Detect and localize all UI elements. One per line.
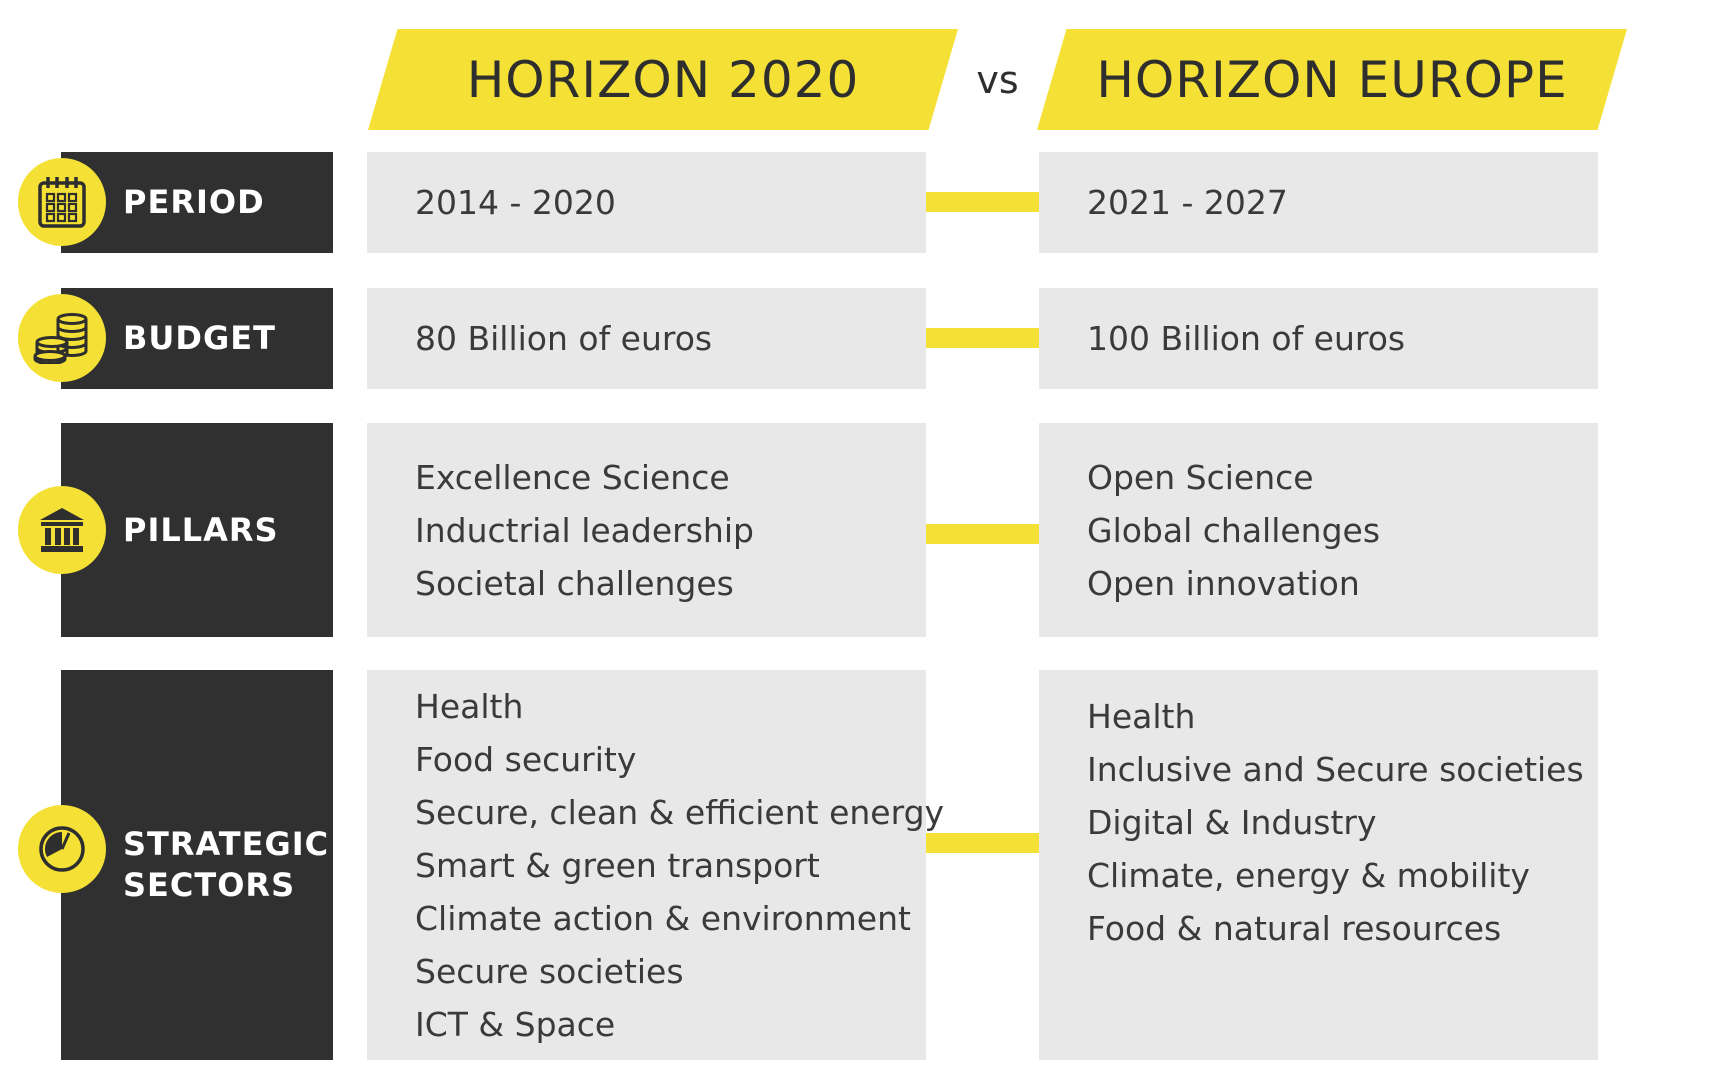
horizon-europe-sectors-cell: Health Inclusive and Secure societies Di… — [1039, 670, 1598, 1060]
cell-line: Secure societies — [415, 951, 684, 991]
row-label-pillars: PILLARS — [61, 423, 333, 637]
cell-line: Climate action & environment — [415, 898, 911, 938]
cell-line: Inclusive and Secure societies — [1087, 750, 1584, 789]
horizon-2020-budget-cell: 80 Billion of euros — [367, 288, 926, 389]
cell-line: ICT & Space — [415, 1004, 616, 1044]
cell-line: Health — [415, 686, 524, 726]
pillars-building-icon — [18, 486, 106, 574]
cell-line: Societal challenges — [415, 563, 734, 603]
horizon-europe-banner: HORIZON EUROPE — [1037, 29, 1627, 130]
cell-line: Secure, clean & efficient energy — [415, 792, 945, 832]
horizon-europe-period-cell: 2021 - 2027 — [1039, 152, 1598, 253]
row-connector — [926, 328, 1039, 348]
cell-line: 80 Billion of euros — [415, 319, 713, 358]
vs-label: vs — [976, 58, 1019, 102]
row-label-text: PILLARS — [123, 510, 279, 551]
cell-line: Global challenges — [1087, 510, 1381, 550]
calendar-icon — [18, 158, 106, 246]
horizon-europe-budget-cell: 100 Billion of euros — [1039, 288, 1598, 389]
pie-chart-icon — [18, 805, 106, 893]
row-label-line: STRATEGIC — [123, 825, 330, 863]
cell-line: Climate, energy & mobility — [1087, 856, 1530, 895]
row-label-line: PILLARS — [123, 510, 279, 549]
cell-line: Health — [1087, 697, 1196, 736]
horizon-2020-pillars-cell: Excellence Science Inductrial leadership… — [367, 423, 926, 637]
horizon-2020-banner: HORIZON 2020 — [368, 29, 958, 130]
row-label-budget: BUDGET — [61, 288, 333, 389]
cell-line: Open innovation — [1087, 563, 1360, 603]
coins-icon — [18, 294, 106, 382]
horizon-2020-period-cell: 2014 - 2020 — [367, 152, 926, 253]
cell-line: Food security — [415, 739, 637, 779]
cell-line: 2021 - 2027 — [1087, 183, 1288, 222]
row-label-line: PERIOD — [123, 183, 265, 221]
row-label-text: BUDGET — [123, 318, 276, 359]
horizon-europe-pillars-cell: Open Science Global challenges Open inno… — [1039, 423, 1598, 637]
row-connector — [926, 833, 1039, 853]
cell-line: Smart & green transport — [415, 845, 820, 885]
row-label-text: PERIOD — [123, 182, 265, 223]
row-label-period: PERIOD — [61, 152, 333, 253]
cell-line: Inductrial leadership — [415, 510, 754, 550]
cell-line: 2014 - 2020 — [415, 183, 616, 222]
cell-line: Digital & Industry — [1087, 803, 1377, 842]
cell-line: Excellence Science — [415, 457, 730, 497]
row-label-strategic-sectors: STRATEGIC SECTORS — [61, 670, 333, 1060]
cell-line: Food & natural resources — [1087, 909, 1502, 948]
cell-line: 100 Billion of euros — [1087, 319, 1406, 358]
row-connector — [926, 524, 1039, 544]
horizon-europe-title: HORIZON EUROPE — [1096, 50, 1568, 109]
row-label-text: STRATEGIC SECTORS — [123, 824, 329, 906]
row-connector — [926, 192, 1039, 212]
horizon-2020-title: HORIZON 2020 — [466, 50, 860, 109]
row-label-line: SECTORS — [123, 866, 296, 904]
horizon-2020-sectors-cell: Health Food security Secure, clean & eff… — [367, 670, 945, 1060]
row-label-line: BUDGET — [123, 319, 276, 357]
cell-line: Open Science — [1087, 457, 1314, 497]
